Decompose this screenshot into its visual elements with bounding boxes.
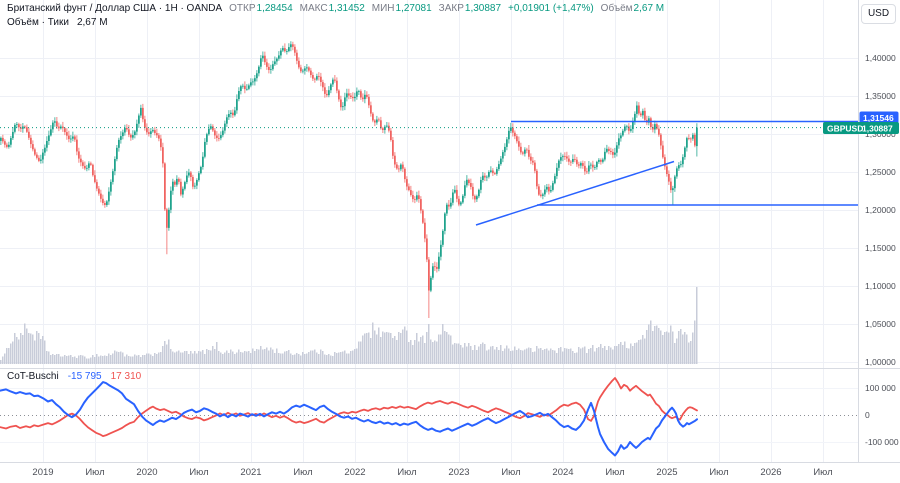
cot-label: CoT-Buschi — [7, 371, 59, 382]
time-tick-label: 2020 — [136, 467, 157, 478]
currency-toggle-button[interactable]: USD — [861, 4, 896, 24]
volume-value: 2,67 M — [633, 3, 665, 14]
volume-label: Объём — [600, 3, 633, 14]
time-tick-label: 2021 — [240, 467, 261, 478]
time-tick-label: 2023 — [448, 467, 469, 478]
price-tick-label: 1,15000 — [865, 243, 896, 253]
pane-dividers — [0, 0, 900, 463]
ohlc-open-value: 1,28454 — [256, 3, 293, 14]
cot-value-red: 17 310 — [110, 371, 142, 382]
time-tick-label: 2019 — [32, 467, 53, 478]
volume-series — [0, 286, 698, 364]
ohlc-low-label: МИН — [371, 3, 395, 14]
price-tick-label: 1,20000 — [865, 205, 896, 215]
price-tick-label: 1,40000 — [865, 53, 896, 63]
time-tick-label: Июл — [85, 467, 104, 478]
symbol-legend: Британский фунт / Доллар США · 1Н · OAND… — [7, 3, 664, 14]
ohlc-low: МИН 1,27081 — [372, 3, 432, 14]
price-tick-label: 1,35000 — [865, 91, 896, 101]
price-tick-label: 1,25000 — [865, 167, 896, 177]
time-tick-label: 2025 — [656, 467, 677, 478]
cot-indicator-legend: CoT-Buschi -15 795 17 310 — [7, 371, 141, 382]
cot-tick-label: -100 000 — [865, 437, 899, 447]
line-price-tag: 1,31546 — [859, 111, 899, 124]
ohlc-low-value: 1,27081 — [395, 3, 432, 14]
grid-lines — [0, 0, 858, 462]
svg-text:1,31546: 1,31546 — [863, 113, 894, 123]
ohlc-close: ЗАКР 1,30887 — [439, 3, 501, 14]
cot-red-line — [0, 377, 698, 438]
svg-text:GBPUSD: GBPUSD — [827, 124, 863, 134]
cot-blue-line — [0, 381, 698, 457]
time-tick-label: 2024 — [552, 467, 573, 478]
price-tick-label: 1,10000 — [865, 281, 896, 291]
price-tick-label: 1,00000 — [865, 357, 896, 367]
volume-ticks-value: 2,67 M — [76, 17, 108, 28]
price-tick-label: 1,05000 — [865, 319, 896, 329]
ohlc-open-label: ОТКР — [229, 3, 256, 14]
time-tick-label: Июл — [813, 467, 832, 478]
ohlc-open: ОТКР 1,28454 — [229, 3, 293, 14]
volume-indicator-legend: Объём · Тики 2,67 M — [7, 17, 108, 28]
time-tick-label: Июл — [189, 467, 208, 478]
ohlc-high-label: МАКС — [299, 3, 328, 14]
time-tick-label: Июл — [293, 467, 312, 478]
symbol-title: Британский фунт / Доллар США · 1Н · OAND… — [7, 3, 223, 14]
candlestick-series — [0, 41, 698, 318]
ascending-trendline-drawing[interactable] — [475, 160, 675, 226]
time-tick-label: 2022 — [344, 467, 365, 478]
volume-ticks-label: Объём · Тики — [7, 17, 69, 28]
ohlc-values: ОТКР 1,28454 МАКС 1,31452 МИН 1,27081 ЗАКР 1,30… — [229, 3, 501, 14]
ohlc-close-value: 1,30887 — [464, 3, 502, 14]
svg-text:1,30887: 1,30887 — [862, 124, 893, 134]
time-tick-label: Июл — [709, 467, 728, 478]
time-tick-label: Июл — [605, 467, 624, 478]
time-axis[interactable]: 2019 Июл 2020 Июл 2021 Июл 2022 Июл 2023 Июл 2024 И… — [32, 467, 832, 478]
ohlc-high: МАКС 1,31452 — [300, 3, 365, 14]
time-tick-label: Июл — [501, 467, 520, 478]
ohlc-high-value: 1,31452 — [328, 3, 365, 14]
ohlc-close-label: ЗАКР — [438, 3, 464, 14]
cot-tick-label: 0 — [865, 410, 870, 420]
time-tick-label: 2026 — [760, 467, 781, 478]
cot-tick-label: 100 000 — [865, 383, 896, 393]
cot-value-blue: -15 795 — [67, 371, 102, 382]
time-tick-label: Июл — [397, 467, 416, 478]
price-change: +0,01901 (+1,47%) — [508, 3, 594, 14]
